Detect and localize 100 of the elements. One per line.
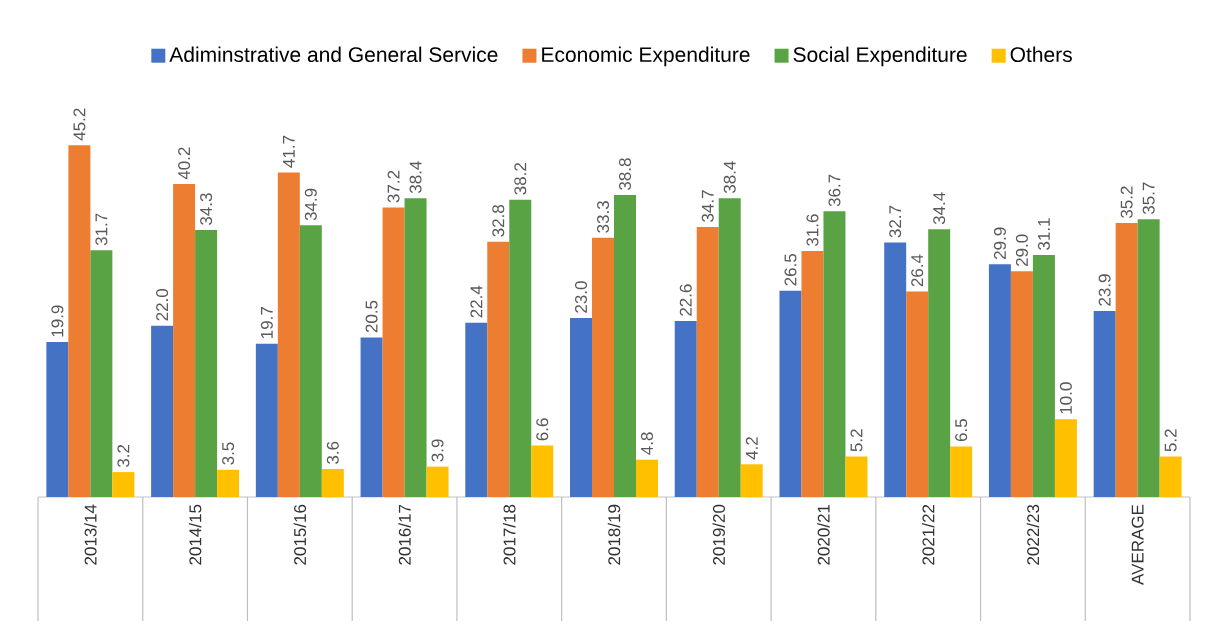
data-label: 34.7	[701, 190, 714, 222]
data-label: 5.2	[1164, 429, 1177, 452]
bar	[195, 230, 218, 497]
bar	[1010, 271, 1033, 497]
data-label: 3.9	[431, 439, 444, 462]
bar	[614, 195, 636, 497]
bar	[321, 468, 344, 497]
bar	[68, 145, 91, 497]
bar	[487, 241, 510, 497]
bar	[906, 291, 929, 497]
x-tick-label: AVERAGE	[1131, 504, 1144, 585]
data-label: 29.9	[993, 227, 1006, 260]
x-tick-label: 2019/20	[712, 504, 725, 565]
legend-label: Adiminstrative and General Service	[169, 46, 498, 63]
bar	[360, 337, 383, 497]
bar	[779, 290, 802, 497]
data-label: 19.7	[260, 307, 273, 338]
data-label: 3.5	[222, 442, 235, 465]
data-label: 4.2	[745, 437, 758, 460]
data-label: 31.6	[806, 214, 819, 246]
data-label: 22.4	[470, 285, 483, 318]
data-label: 32.7	[889, 205, 902, 238]
bar	[382, 207, 405, 497]
x-tick-label: 2013/14	[84, 504, 97, 565]
legend-label: Economic Expenditure	[542, 46, 750, 67]
data-label: 31.7	[95, 213, 108, 246]
data-label: 10.0	[1059, 382, 1072, 414]
data-label: 23.0	[575, 281, 588, 313]
data-label: 3.6	[326, 441, 339, 464]
data-label: 34.4	[933, 192, 946, 225]
data-label: 22.0	[156, 288, 169, 321]
data-label: 40.2	[178, 147, 191, 180]
data-label: 32.8	[492, 204, 505, 237]
bar	[151, 325, 174, 497]
data-label: 38.8	[619, 158, 632, 190]
bar	[1032, 254, 1055, 497]
data-label: 37.2	[387, 170, 400, 203]
data-label: 31.1	[1037, 218, 1050, 250]
bar	[217, 469, 240, 497]
data-label: 33.3	[597, 201, 610, 233]
data-label: 4.8	[640, 432, 653, 455]
data-label: 6.5	[955, 419, 968, 442]
x-tick-label: 2022/23	[1026, 504, 1040, 565]
bar	[801, 251, 824, 497]
bar	[46, 342, 69, 497]
bar	[426, 466, 449, 497]
x-tick-label: 2017/18	[503, 504, 516, 565]
data-label: 19.9	[51, 305, 64, 337]
data-label: 41.7	[282, 135, 295, 168]
x-tick-label: 2018/19	[607, 504, 621, 565]
bar	[1054, 419, 1077, 497]
data-label: 23.9	[1098, 274, 1111, 306]
bar	[465, 322, 488, 497]
bar	[988, 264, 1011, 497]
x-tick-label: 2014/15	[188, 504, 202, 565]
bar	[740, 464, 763, 497]
data-label: 20.5	[365, 300, 378, 333]
bar	[950, 446, 973, 497]
bar	[928, 229, 951, 497]
x-tick-label: 2021/22	[921, 504, 935, 565]
bar	[509, 199, 532, 497]
data-label: 26.4	[911, 254, 924, 287]
x-tick-label: 2020/21	[817, 504, 830, 565]
bar	[173, 184, 196, 497]
data-label: 22.6	[679, 284, 692, 316]
bar	[570, 317, 593, 497]
data-label: 38.2	[514, 163, 527, 195]
data-label: 6.6	[536, 418, 549, 441]
x-tick-label: 2015/16	[293, 504, 307, 565]
data-label: 38.4	[723, 161, 736, 194]
bar	[277, 172, 300, 497]
bar	[299, 225, 322, 497]
bar	[674, 321, 697, 497]
bar	[1093, 310, 1116, 497]
bar	[404, 198, 427, 497]
bar	[718, 198, 741, 497]
bar	[1137, 219, 1160, 497]
data-label: 36.7	[828, 174, 841, 207]
legend-label: Social Expenditure	[793, 46, 967, 67]
bar	[90, 250, 113, 497]
data-label: 34.9	[304, 188, 317, 221]
legend-label: Others	[1010, 46, 1072, 63]
data-label: 26.5	[784, 253, 797, 286]
bar	[1159, 456, 1182, 497]
data-label: 29.0	[1015, 234, 1028, 267]
bar	[531, 445, 554, 497]
data-label: 35.2	[1120, 186, 1133, 218]
bar	[112, 472, 135, 497]
data-label: 5.2	[850, 429, 863, 452]
data-label: 34.3	[200, 193, 213, 225]
bar	[823, 211, 846, 497]
bar	[592, 237, 614, 497]
data-label: 3.2	[117, 444, 130, 468]
bar	[255, 343, 278, 497]
data-label: 45.2	[73, 108, 86, 141]
data-label: 38.4	[409, 161, 422, 194]
data-label: 35.7	[1142, 182, 1155, 215]
bar	[845, 456, 868, 497]
bar	[884, 242, 907, 497]
bar	[696, 226, 719, 497]
